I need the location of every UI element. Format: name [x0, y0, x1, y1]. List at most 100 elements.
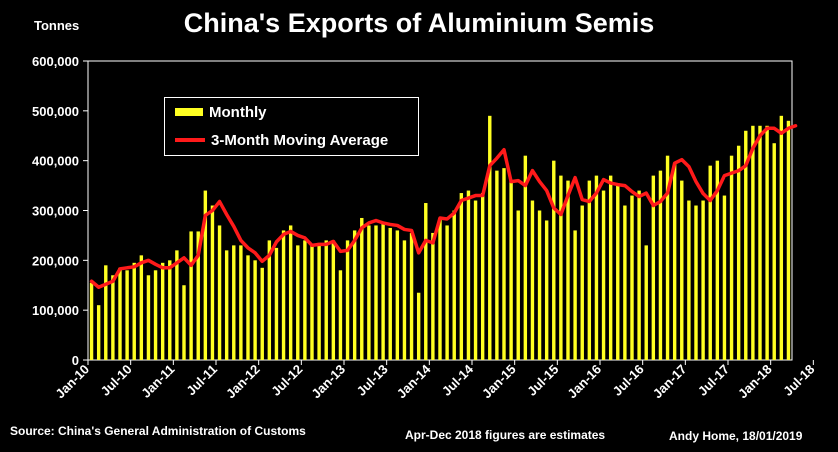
bar	[445, 225, 449, 360]
x-tick-label: Jan-15	[479, 362, 519, 402]
bar	[480, 193, 485, 360]
bar	[758, 125, 762, 360]
bar	[523, 155, 528, 360]
bar	[729, 155, 734, 360]
bar	[452, 210, 456, 360]
y-tick-label: 100,000	[32, 303, 79, 318]
x-tick-label: Jan-14	[394, 361, 434, 401]
x-tick-label: Jan-13	[308, 362, 348, 402]
legend-label-monthly: Monthly	[209, 103, 267, 121]
bar	[530, 200, 535, 360]
bar	[232, 245, 236, 360]
x-tick-label: Jul-11	[183, 362, 220, 399]
bar	[96, 305, 101, 360]
x-tick-label: Jan-17	[650, 362, 690, 402]
legend-item-monthly: Monthly	[175, 102, 267, 122]
bar	[715, 160, 720, 360]
bar	[132, 262, 136, 360]
bar	[360, 217, 364, 360]
bar	[473, 200, 478, 360]
x-tick-label: Jan-11	[138, 362, 177, 401]
bar	[267, 240, 272, 360]
bar	[296, 245, 300, 360]
y-tick-label: 0	[72, 353, 79, 368]
bar	[459, 193, 464, 360]
legend-swatch-bar	[175, 108, 203, 116]
bar	[367, 225, 371, 360]
bar	[751, 125, 755, 360]
bar	[779, 115, 784, 360]
x-tick-label: Jan-18	[735, 362, 775, 402]
bar	[168, 260, 172, 360]
bar	[672, 163, 677, 360]
bar	[701, 200, 705, 360]
bar	[438, 217, 442, 360]
bar	[424, 203, 428, 360]
bar	[395, 230, 400, 360]
bar	[210, 205, 215, 360]
bar	[786, 120, 791, 360]
y-tick-label: 200,000	[32, 253, 79, 268]
bar	[516, 210, 520, 360]
bar	[658, 170, 663, 360]
bar	[253, 260, 257, 360]
bar	[246, 255, 250, 360]
bar	[125, 270, 129, 360]
x-tick-label: Jul-18	[780, 362, 817, 399]
legend-swatch-line	[175, 138, 205, 142]
bar	[303, 240, 307, 360]
bar	[544, 220, 549, 360]
bar	[488, 115, 492, 360]
x-tick-label: Jan-12	[223, 362, 263, 402]
bar	[274, 247, 279, 361]
x-tick-label: Jan-16	[564, 362, 604, 402]
bar	[189, 231, 193, 360]
bar	[637, 190, 641, 360]
bar	[260, 267, 264, 360]
bar	[175, 250, 179, 360]
x-tick-label: Jul-12	[268, 362, 305, 399]
bar	[146, 275, 151, 360]
bar	[203, 190, 208, 360]
bar	[537, 210, 542, 360]
bar	[687, 200, 691, 360]
bar	[580, 205, 584, 360]
chart-title: China's Exports of Aluminium Semis	[183, 8, 655, 38]
bar	[594, 175, 599, 360]
bar	[644, 245, 648, 360]
bar	[466, 190, 471, 360]
bar	[765, 125, 769, 360]
bar	[139, 255, 144, 360]
bar	[182, 285, 186, 360]
legend: Monthly 3-Month Moving Average	[164, 97, 419, 156]
bar	[736, 145, 741, 360]
x-axis: Jan-10 Jul-10 Jan-11 Jul-11 Jan-12 Jul-12 Jan-…	[52, 360, 817, 401]
bar	[409, 232, 414, 360]
y-tick-label: 300,000	[32, 204, 79, 219]
moving-average-line	[89, 124, 798, 289]
bar	[345, 240, 350, 360]
bar	[722, 195, 727, 360]
bar	[601, 190, 606, 360]
bar	[217, 225, 222, 360]
moving-average-series	[89, 124, 798, 289]
bar	[630, 195, 634, 360]
bar	[573, 230, 577, 360]
bar	[616, 185, 620, 360]
bar	[104, 265, 108, 360]
bar	[694, 205, 698, 360]
bar	[680, 180, 684, 360]
bar	[352, 230, 357, 360]
bar	[224, 250, 229, 360]
bar	[388, 227, 392, 360]
bar	[324, 240, 328, 360]
bar	[317, 242, 321, 360]
x-tick-label: Jul-15	[524, 362, 561, 399]
bar	[402, 240, 407, 360]
bar	[338, 270, 343, 360]
y-tick-label: 600,000	[32, 54, 79, 69]
bar	[708, 165, 712, 360]
bar	[559, 175, 563, 360]
bar	[310, 245, 314, 360]
